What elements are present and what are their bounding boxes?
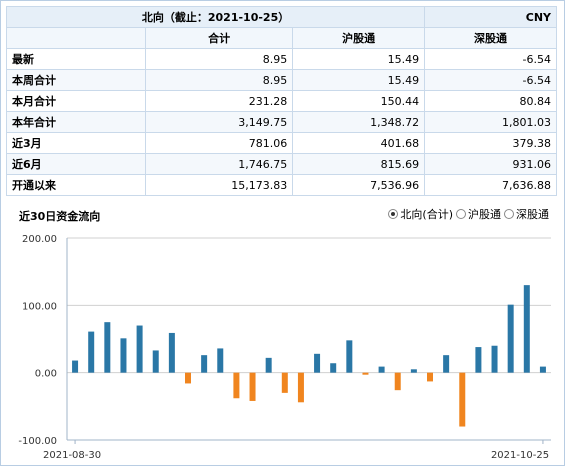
table-row: 本月合计 231.28 150.44 80.84 — [6, 90, 557, 112]
chart-title: 近30日资金流向 — [19, 210, 101, 223]
flow-bar[interactable] — [378, 366, 385, 373]
flow-bar[interactable] — [346, 340, 353, 373]
label-layer: -100.00 0.00 100.00 200.00 2021-08-30 2021-10… — [18, 234, 549, 461]
row-label: 近6月 — [6, 153, 146, 175]
flow-bar[interactable] — [168, 332, 175, 373]
radio-unchecked-icon[interactable] — [504, 209, 514, 219]
row-label: 开通以来 — [6, 174, 146, 196]
flow-bar[interactable] — [394, 372, 401, 391]
table-title-row: 北向（截止：2021-10-25） CNY — [5, 6, 557, 28]
cell-shenzhen: -6.54 — [424, 48, 557, 70]
row-label: 本月合计 — [6, 90, 146, 112]
flow-bar[interactable] — [459, 372, 466, 427]
legend-label-shenzhen: 深股通 — [516, 208, 549, 221]
flow-bar[interactable] — [281, 372, 288, 393]
flow-bar[interactable] — [104, 322, 111, 373]
flow-bar[interactable] — [410, 369, 417, 373]
legend-option-shanghai[interactable]: 沪股通 — [456, 206, 501, 222]
flow-bar[interactable] — [72, 360, 79, 373]
fund-flow-table: 北向（截止：2021-10-25） CNY 合计 沪股通 深股通 最新 8.95… — [5, 6, 557, 196]
flow-bar[interactable] — [136, 325, 143, 373]
x-start-label: 2021-08-30 — [43, 450, 101, 461]
flow-bar[interactable] — [152, 350, 159, 373]
header-shenzhen: 深股通 — [424, 27, 557, 49]
cell-shanghai: 15.49 — [292, 48, 426, 70]
table-row: 开通以来 15,173.83 7,536.96 7,636.88 — [6, 174, 557, 196]
table-row: 本周合计 8.95 15.49 -6.54 — [6, 69, 557, 91]
cell-total: 231.28 — [144, 90, 294, 112]
flow-bar[interactable] — [507, 304, 514, 373]
flow-bar[interactable] — [443, 355, 450, 373]
table-row: 本年合计 3,149.75 1,348.72 1,801.03 — [6, 111, 557, 133]
table-title: 北向（截止：2021-10-25） — [5, 6, 426, 28]
radio-checked-icon[interactable] — [388, 209, 399, 219]
flow-bar[interactable] — [201, 355, 208, 373]
cell-shanghai: 150.44 — [292, 90, 426, 112]
y-tick-label: 100.00 — [22, 301, 57, 312]
row-label: 本年合计 — [6, 111, 146, 133]
x-end-label: 2021-10-25 — [491, 450, 549, 461]
flow-bar[interactable] — [233, 372, 240, 399]
flow-bar[interactable] — [362, 372, 369, 375]
flow-bar[interactable] — [297, 372, 304, 403]
flow-bar[interactable] — [491, 345, 498, 373]
chart-legend: 北向(合计) 沪股通 深股通 — [388, 206, 549, 222]
cell-shenzhen: -6.54 — [424, 69, 557, 91]
cell-shanghai: 401.68 — [292, 132, 426, 154]
cell-shenzhen: 379.38 — [424, 132, 557, 154]
flow-bar[interactable] — [249, 372, 256, 401]
currency-label: CNY — [424, 6, 557, 28]
flow-bar[interactable] — [523, 285, 530, 373]
cell-total: 8.95 — [144, 48, 294, 70]
cell-shenzhen: 7,636.88 — [424, 174, 557, 196]
row-label: 近3月 — [6, 132, 146, 154]
grid-layer — [66, 237, 551, 444]
flow-bar[interactable] — [185, 372, 191, 384]
flow-bar[interactable] — [217, 348, 224, 373]
bar-layer — [72, 285, 546, 427]
header-total: 合计 — [144, 27, 294, 49]
table-row: 近6月 1,746.75 815.69 931.06 — [6, 153, 557, 175]
cell-total: 1,746.75 — [144, 153, 294, 175]
cell-total: 3,149.75 — [144, 111, 294, 133]
flow-bar[interactable] — [475, 347, 482, 373]
cell-shenzhen: 1,801.03 — [424, 111, 557, 133]
y-tick-label: 200.00 — [22, 234, 57, 245]
y-tick-label: 0.00 — [35, 369, 57, 380]
flow-bar[interactable] — [88, 331, 95, 373]
cell-shenzhen: 931.06 — [424, 153, 557, 175]
table-row: 最新 8.95 15.49 -6.54 — [6, 48, 557, 70]
header-shanghai: 沪股通 — [292, 27, 426, 49]
cell-shenzhen: 80.84 — [424, 90, 557, 112]
row-label: 最新 — [6, 48, 146, 70]
table-header-row: 合计 沪股通 深股通 — [6, 27, 557, 49]
flow-bar[interactable] — [427, 372, 433, 382]
fund-flow-chart: -100.00 0.00 100.00 200.00 2021-08-30 2021-10… — [18, 234, 551, 461]
table-row: 近3月 781.06 401.68 379.38 — [6, 132, 557, 154]
header-empty — [6, 27, 146, 49]
cell-total: 8.95 — [144, 69, 294, 91]
flow-bar[interactable] — [314, 353, 321, 373]
cell-shanghai: 15.49 — [292, 69, 426, 91]
legend-label-shanghai: 沪股通 — [468, 208, 501, 221]
y-tick-label: -100.00 — [18, 436, 57, 447]
cell-shanghai: 815.69 — [292, 153, 426, 175]
cell-shanghai: 7,536.96 — [292, 174, 426, 196]
cell-shanghai: 1,348.72 — [292, 111, 426, 133]
row-label: 本周合计 — [6, 69, 146, 91]
legend-option-total[interactable]: 北向(合计) — [388, 206, 453, 222]
radio-unchecked-icon[interactable] — [456, 209, 466, 219]
flow-bar[interactable] — [330, 363, 337, 373]
cell-total: 781.06 — [144, 132, 294, 154]
flow-bar[interactable] — [265, 357, 272, 373]
cell-total: 15,173.83 — [144, 174, 294, 196]
legend-label-total: 北向(合计) — [400, 208, 453, 221]
legend-option-shenzhen[interactable]: 深股通 — [504, 206, 549, 222]
flow-bar[interactable] — [120, 338, 127, 373]
flow-bar[interactable] — [539, 366, 546, 373]
